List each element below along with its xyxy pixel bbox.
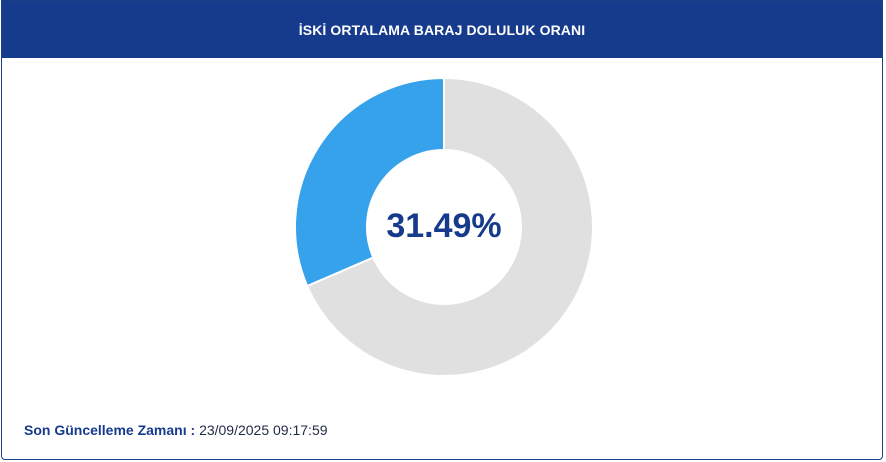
donut-slices — [294, 76, 594, 377]
last-updated-label: Son Güncelleme Zamanı — [24, 422, 187, 438]
donut-chart-svg: 31.49% — [294, 76, 594, 377]
donut-slice-filled — [294, 76, 445, 288]
last-updated: Son Güncelleme Zamanı : 23/09/2025 09:17… — [24, 422, 328, 438]
last-updated-timestamp: 23/09/2025 09:17:59 — [199, 422, 328, 438]
donut-slice-empty — [305, 76, 594, 377]
card-title: İSKİ ORTALAMA BARAJ DOLULUK ORANI — [298, 21, 586, 38]
center-percentage-label: 31.49% — [386, 207, 501, 245]
card-header: İSKİ ORTALAMA BARAJ DOLULUK ORANI — [2, 1, 882, 58]
donut-chart: 31.49% — [2, 58, 882, 398]
last-updated-separator: : — [186, 422, 200, 438]
